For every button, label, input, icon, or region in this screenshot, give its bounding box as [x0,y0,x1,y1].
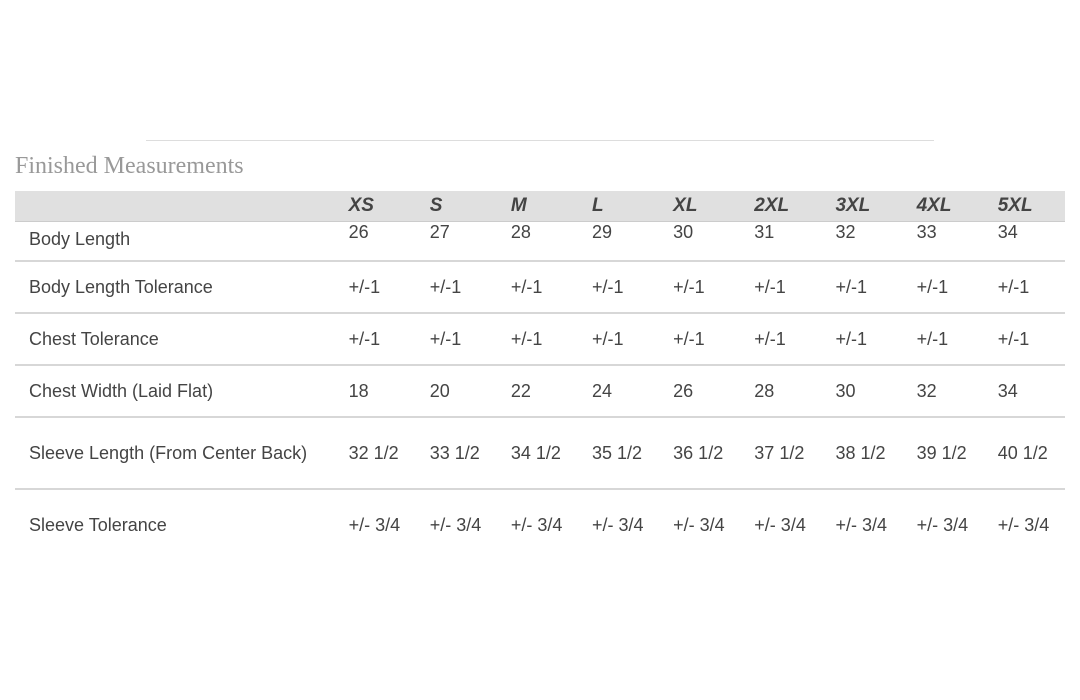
table-cell: +/-1 [415,261,497,314]
table-cell: 20 [415,365,497,418]
header-blank-cell [15,191,335,222]
table-cell: 26 [659,365,741,418]
size-header-5xl: 5XL [983,191,1065,222]
table-cell: +/- 3/4 [916,514,969,535]
size-header-2xl: 2XL [740,191,822,222]
table-cell: 30 [659,221,741,262]
table-cell: 22 [496,365,579,418]
row-label: Body Length [15,221,335,262]
table-cell: +/-1 [496,261,579,314]
table-cell: 36 1/2 [659,417,741,490]
table-cell: +/- 3/4 [835,514,887,535]
table-cell: +/-1 [496,313,579,366]
table-cell: +/- 3/4 [997,514,1050,535]
size-header-m: M [496,191,579,222]
size-header-xs: XS [334,191,416,222]
section-title: Finished Measurements [15,153,244,179]
table-cell: +/-1 [415,313,497,366]
table-cell: 31 [740,221,822,262]
table-cell: 34 1/2 [496,417,579,490]
table-cell: 29 [578,221,660,262]
row-label: Body Length Tolerance [15,261,335,314]
table-cell: 38 1/2 [821,417,903,490]
table-cell: 37 1/2 [740,417,822,490]
table-row-chest-tolerance: Chest Tolerance +/-1 +/-1 +/-1 +/-1 +/-1… [15,313,1065,366]
table-cell: +/-1 [983,261,1065,314]
row-label: Sleeve Length (From Center Back) [15,417,335,490]
table-cell: 32 1/2 [334,417,416,490]
measurements-table: XS S M L XL 2XL 3XL 4XL 5XL Body Length … [15,191,1065,560]
table-cell: 30 [821,365,903,418]
table-row-chest-width: Chest Width (Laid Flat) 18 20 22 24 26 2… [15,365,1065,418]
size-header-xl: XL [659,191,741,222]
table-cell: +/- 3/4 [510,514,563,535]
size-header-s: S [415,191,497,222]
table-row-sleeve-length: Sleeve Length (From Center Back) 32 1/2 … [15,417,1065,490]
size-header-3xl: 3XL [821,191,903,222]
row-label: Sleeve Tolerance [29,514,167,535]
table-cell: 32 [902,365,984,418]
table-cell: 34 [983,221,1065,262]
table-cell: +/-1 [821,261,903,314]
table-cell: +/- 3/4 [754,514,806,535]
table-cell: +/- 3/4 [592,514,644,535]
table-cell: 40 1/2 [983,417,1065,490]
table-cell: +/-1 [983,313,1065,366]
table-cell: 24 [578,365,660,418]
table-cell: 27 [415,221,497,262]
table-cell: +/-1 [902,261,984,314]
table-cell: 32 [821,221,903,262]
table-cell: 26 [334,221,416,262]
table-row-body-length: Body Length 26 27 28 29 30 31 32 33 34 [15,221,1065,262]
size-header-row: XS S M L XL 2XL 3XL 4XL 5XL [15,191,1065,222]
table-cell: +/-1 [902,313,984,366]
table-cell: +/-1 [659,313,741,366]
table-cell: +/-1 [334,261,416,314]
table-cell: +/-1 [659,261,741,314]
table-cell: +/- 3/4 [673,514,725,535]
table-cell: +/- 3/4 [348,514,401,535]
table-cell: 39 1/2 [902,417,984,490]
table-cell: +/- 3/4 [429,514,482,535]
size-header-4xl: 4XL [902,191,984,222]
table-cell: 35 1/2 [578,417,660,490]
table-cell: 18 [334,365,416,418]
table-cell: 28 [740,365,822,418]
table-cell: 33 [902,221,984,262]
table-row-sleeve-tolerance: Sleeve Tolerance +/- 3/4 +/- 3/4 +/- 3/4… [15,489,1065,560]
row-label: Chest Width (Laid Flat) [15,365,335,418]
top-divider [146,140,934,141]
table-cell: +/-1 [578,313,660,366]
row-label: Chest Tolerance [15,313,335,366]
table-cell: 28 [496,221,579,262]
table-cell: 34 [983,365,1065,418]
table-row-body-length-tolerance: Body Length Tolerance +/-1 +/-1 +/-1 +/-… [15,261,1065,314]
table-cell: +/-1 [821,313,903,366]
table-cell: +/-1 [740,261,822,314]
table-cell: 33 1/2 [415,417,497,490]
table-cell: +/-1 [740,313,822,366]
table-cell: +/-1 [334,313,416,366]
size-header-l: L [578,191,660,222]
table-cell: +/-1 [578,261,660,314]
